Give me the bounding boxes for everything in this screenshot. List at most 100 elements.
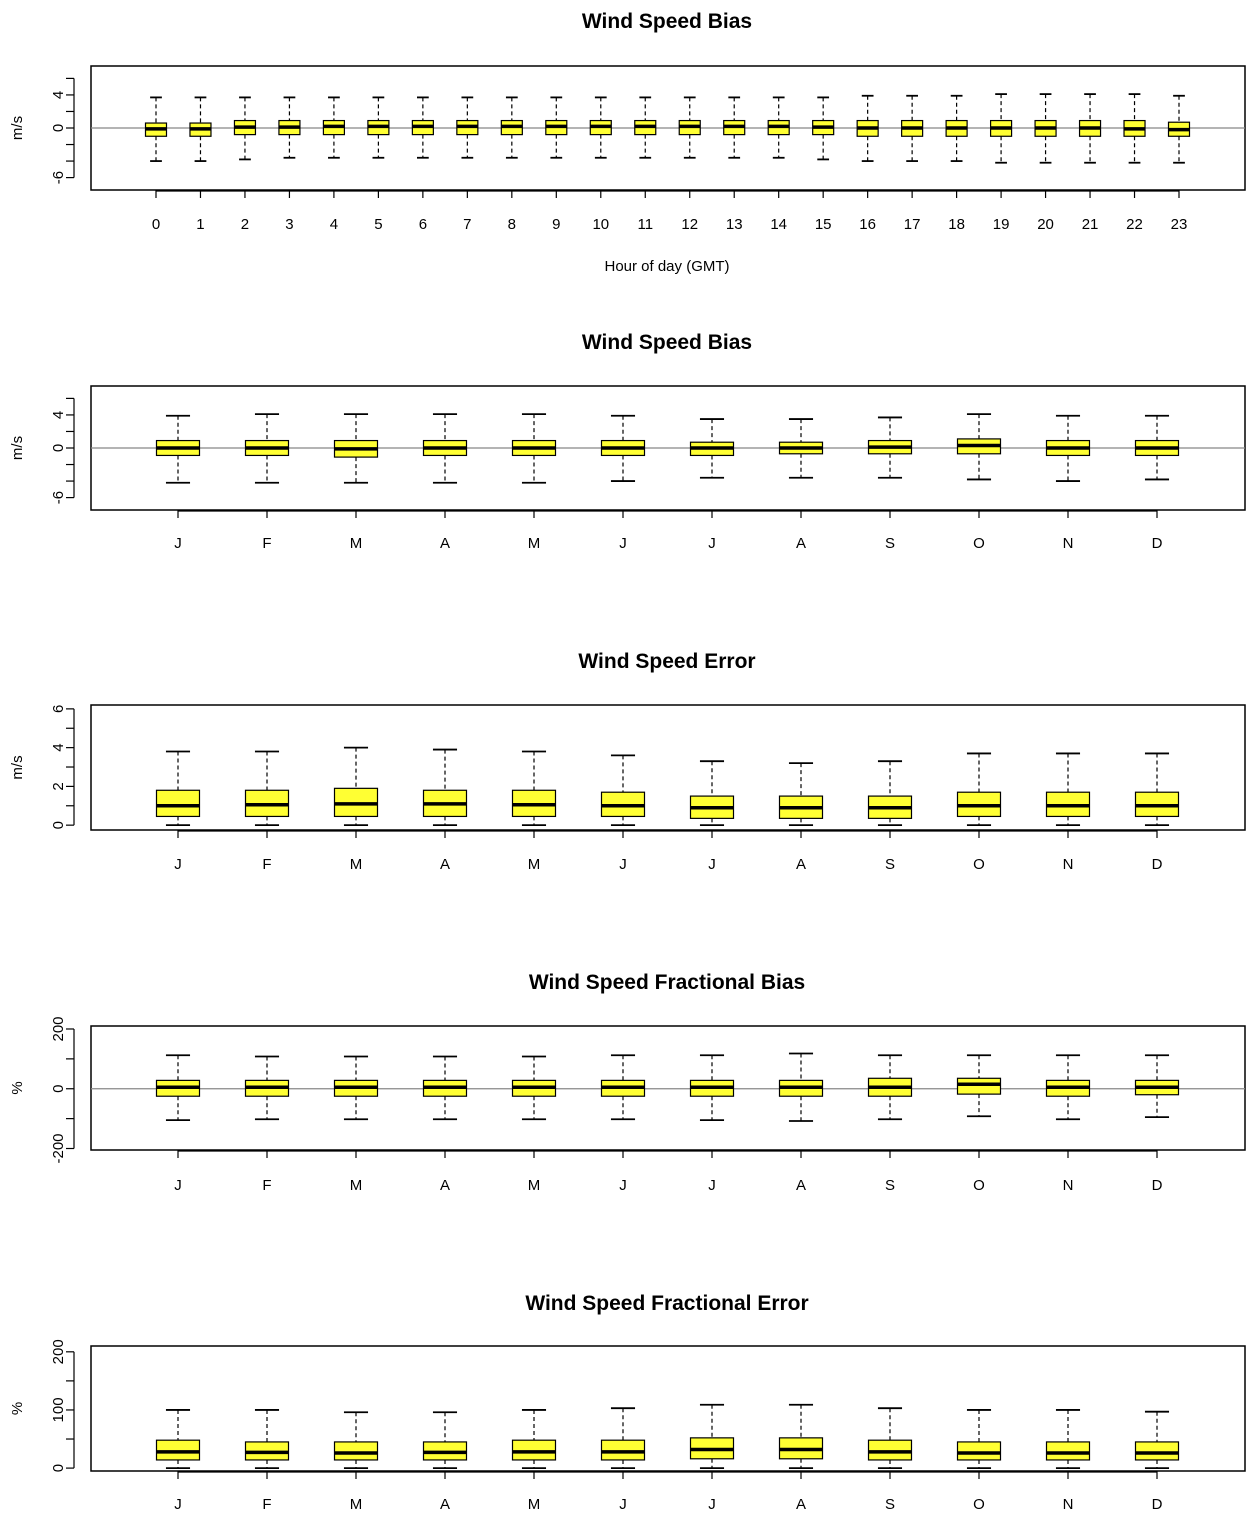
y-tick-label: -200 <box>50 1133 67 1163</box>
box-15 <box>767 96 790 159</box>
y-tick-label: 4 <box>50 91 67 99</box>
box-12 <box>1134 1054 1180 1119</box>
box-5 <box>511 1055 557 1121</box>
x-tick-label: N <box>1063 856 1074 873</box>
x-tick-label: J <box>174 856 182 873</box>
box-5 <box>511 750 557 827</box>
x-tick-label: S <box>885 856 895 873</box>
box-14 <box>723 96 746 159</box>
box-4 <box>422 1055 468 1121</box>
box-11 <box>1045 752 1091 827</box>
x-tick-label: J <box>708 856 716 873</box>
x-tick-label: 7 <box>463 216 471 233</box>
y-axis-label: m/s <box>9 116 26 140</box>
x-tick-label: M <box>528 1177 541 1194</box>
panel-3: Wind Speed Error 0 2 4 6 m/s J F M A M J J A S O N D <box>9 650 1246 873</box>
y-tick-label: 0 <box>50 821 67 829</box>
box-8 <box>778 762 824 827</box>
box-4 <box>278 96 301 159</box>
box-20 <box>989 93 1013 164</box>
box-iqr <box>1134 1441 1180 1461</box>
box-12 <box>1134 1410 1180 1469</box>
x-tick-label: D <box>1152 1177 1163 1194</box>
x-tick-label: F <box>262 1496 271 1513</box>
y-tick-label: 0 <box>50 1085 67 1093</box>
y-axis-label: m/s <box>9 755 26 779</box>
box-4 <box>422 748 468 827</box>
box-8 <box>778 418 824 479</box>
x-tick-label: N <box>1063 1496 1074 1513</box>
y-tick-label: 4 <box>50 411 67 419</box>
x-tick-label: 9 <box>552 216 560 233</box>
y-tick-label: 0 <box>50 124 67 132</box>
box-12 <box>1134 414 1180 481</box>
box-iqr <box>956 1077 1002 1095</box>
x-tick-label: J <box>708 1496 716 1513</box>
x-tick-label: O <box>973 535 985 552</box>
y-tick-label: 4 <box>50 743 67 751</box>
x-tick-label: J <box>708 1177 716 1194</box>
box-5 <box>322 96 346 159</box>
x-tick-label: D <box>1152 856 1163 873</box>
x-tick-label: 18 <box>948 216 965 233</box>
x-tick-label: M <box>350 535 363 552</box>
chart-title: Wind Speed Bias <box>582 10 752 33</box>
box-18 <box>901 94 924 162</box>
x-tick-label: A <box>796 535 806 552</box>
x-tick-label: A <box>440 856 450 873</box>
plot-frame <box>90 1025 1246 1151</box>
box-21 <box>1034 93 1057 164</box>
x-tick-label: O <box>973 856 985 873</box>
box-5 <box>511 1409 557 1469</box>
x-tick-label: J <box>619 1177 627 1194</box>
x-tick-label: 20 <box>1037 216 1054 233</box>
x-tick-label: J <box>708 535 716 552</box>
box-iqr <box>333 1441 379 1461</box>
x-tick-label: 16 <box>859 216 876 233</box>
box-10 <box>545 96 568 159</box>
chart-title: Wind Speed Fractional Error <box>525 1292 808 1315</box>
box-1 <box>144 96 168 162</box>
box-9 <box>867 1054 913 1121</box>
y-tick-label: -6 <box>50 491 67 504</box>
box-6 <box>600 754 646 827</box>
x-tick-label: M <box>528 856 541 873</box>
x-tick-label: N <box>1063 535 1074 552</box>
x-tick-label: J <box>174 1177 182 1194</box>
box-6 <box>600 1407 646 1469</box>
box-24 <box>1167 94 1191 164</box>
box-10 <box>956 1054 1002 1118</box>
y-axis-label: % <box>9 1402 26 1415</box>
x-tick-label: F <box>262 1177 271 1194</box>
box-19 <box>945 94 968 162</box>
box-3 <box>333 413 379 484</box>
box-1 <box>155 1054 201 1122</box>
box-9 <box>500 96 523 159</box>
y-tick-label: 200 <box>50 1339 67 1364</box>
x-tick-label: 3 <box>285 216 293 233</box>
y-tick-label: 200 <box>50 1016 67 1041</box>
x-tick-label: S <box>885 535 895 552</box>
x-tick-label: A <box>796 856 806 873</box>
box-1 <box>155 414 201 484</box>
chart-title: Wind Speed Bias <box>582 331 752 354</box>
box-11 <box>1045 414 1091 482</box>
box-8 <box>778 1052 824 1122</box>
box-2 <box>189 96 212 162</box>
box-iqr <box>1045 1441 1091 1461</box>
x-tick-label: 10 <box>592 216 609 233</box>
x-tick-label: 8 <box>508 216 516 233</box>
box-7 <box>689 1403 735 1469</box>
box-11 <box>1045 1054 1091 1121</box>
x-tick-label: A <box>796 1177 806 1194</box>
box-9 <box>867 416 913 479</box>
x-tick-label: O <box>973 1496 985 1513</box>
box-5 <box>511 413 557 484</box>
x-tick-label: D <box>1152 535 1163 552</box>
x-tick-label: F <box>262 856 271 873</box>
chart-title: Wind Speed Fractional Bias <box>529 971 805 994</box>
x-tick-label: S <box>885 1177 895 1194</box>
plot-frame <box>90 704 1246 831</box>
box-iqr <box>956 1441 1002 1461</box>
